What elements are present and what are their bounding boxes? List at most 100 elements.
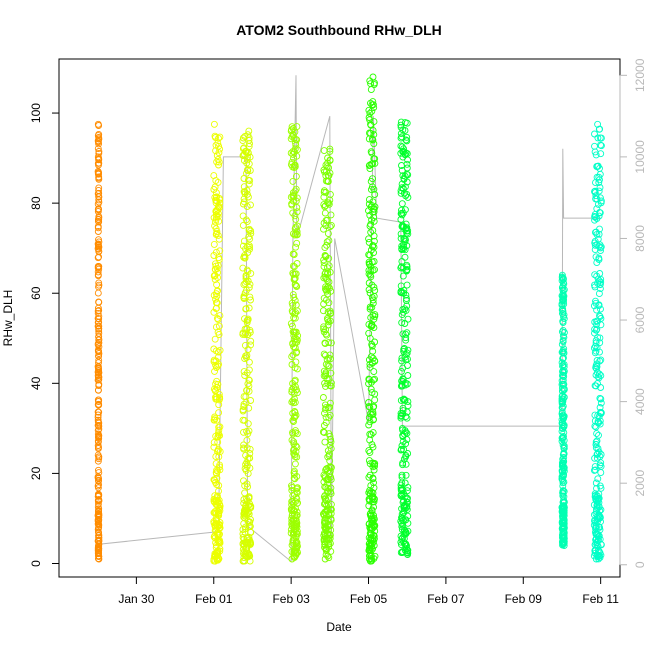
data-point bbox=[597, 278, 605, 286]
data-point bbox=[370, 555, 378, 563]
data-point bbox=[560, 458, 568, 465]
data-point bbox=[370, 466, 378, 474]
data-point bbox=[320, 219, 328, 227]
data-point bbox=[95, 516, 103, 524]
data-point bbox=[94, 451, 102, 459]
data-point bbox=[371, 312, 379, 320]
secondary-line-layer bbox=[97, 75, 601, 563]
series-9 bbox=[590, 120, 605, 563]
data-point bbox=[245, 233, 253, 241]
data-point bbox=[400, 345, 408, 352]
data-point bbox=[292, 282, 300, 290]
data-point bbox=[243, 436, 251, 444]
data-point bbox=[559, 513, 567, 521]
data-point bbox=[240, 441, 248, 449]
data-point bbox=[327, 355, 334, 363]
data-point bbox=[244, 430, 252, 438]
data-point bbox=[95, 369, 103, 377]
data-point bbox=[291, 212, 299, 220]
data-point bbox=[399, 376, 407, 383]
data-point bbox=[366, 305, 374, 313]
data-point bbox=[292, 448, 300, 456]
data-point bbox=[95, 253, 103, 261]
data-point bbox=[591, 187, 599, 195]
data-point bbox=[94, 216, 102, 223]
data-point bbox=[592, 299, 600, 307]
data-point bbox=[247, 337, 255, 345]
data-point bbox=[559, 502, 567, 510]
data-point bbox=[398, 289, 406, 297]
data-point bbox=[368, 359, 376, 367]
data-point bbox=[401, 183, 409, 191]
data-point bbox=[595, 242, 603, 250]
data-point bbox=[212, 460, 220, 468]
x-tick-label: Feb 03 bbox=[272, 592, 310, 606]
data-point bbox=[591, 213, 599, 221]
data-point bbox=[560, 380, 568, 388]
data-point bbox=[241, 416, 249, 424]
data-point bbox=[244, 420, 252, 428]
data-point bbox=[327, 382, 335, 390]
data-point bbox=[365, 473, 373, 481]
data-point bbox=[402, 413, 410, 421]
data-point bbox=[94, 376, 102, 384]
x-tick-label: Feb 09 bbox=[505, 592, 543, 606]
data-point bbox=[368, 216, 376, 224]
data-point bbox=[560, 471, 568, 479]
data-point bbox=[398, 473, 406, 481]
data-point bbox=[326, 470, 334, 478]
x-tick-label: Feb 11 bbox=[582, 592, 619, 606]
data-point bbox=[326, 457, 334, 465]
data-point bbox=[404, 227, 412, 235]
data-point bbox=[247, 230, 255, 237]
data-point bbox=[210, 356, 218, 364]
data-point bbox=[244, 534, 252, 542]
data-point bbox=[327, 379, 335, 387]
data-point bbox=[596, 194, 604, 202]
data-point bbox=[213, 474, 221, 482]
data-point bbox=[241, 289, 249, 297]
data-point bbox=[216, 504, 223, 512]
data-point bbox=[245, 284, 253, 291]
data-point bbox=[241, 465, 249, 472]
data-point bbox=[558, 328, 566, 336]
data-point bbox=[397, 121, 405, 129]
data-point bbox=[287, 505, 295, 513]
data-point bbox=[325, 199, 333, 207]
data-point bbox=[321, 520, 329, 528]
data-point bbox=[592, 253, 600, 261]
data-point bbox=[402, 471, 410, 479]
data-point bbox=[239, 152, 247, 160]
data-point bbox=[597, 469, 605, 477]
data-point bbox=[404, 402, 412, 410]
data-point bbox=[560, 449, 568, 457]
data-point bbox=[95, 155, 103, 162]
data-point bbox=[398, 354, 406, 362]
data-point bbox=[402, 530, 410, 538]
data-point bbox=[212, 323, 220, 331]
data-point bbox=[247, 516, 254, 523]
data-point bbox=[371, 396, 379, 404]
data-point bbox=[403, 160, 411, 168]
data-point bbox=[594, 200, 602, 208]
data-point bbox=[365, 489, 373, 497]
data-point bbox=[325, 554, 333, 562]
x-axis: Jan 30 Feb 01 Feb 03 Feb 05 Feb 07 Feb 09 Feb … bbox=[118, 576, 619, 606]
data-point bbox=[365, 421, 373, 429]
data-point bbox=[213, 281, 221, 289]
data-point bbox=[591, 349, 599, 357]
data-point bbox=[596, 513, 604, 521]
data-point bbox=[215, 322, 223, 330]
data-point bbox=[403, 190, 411, 198]
data-point bbox=[597, 356, 605, 364]
data-point bbox=[367, 353, 375, 361]
data-point bbox=[327, 436, 335, 443]
data-point bbox=[369, 296, 377, 304]
data-point bbox=[325, 262, 333, 270]
data-point bbox=[591, 519, 599, 527]
data-point bbox=[95, 376, 103, 383]
data-point bbox=[365, 279, 373, 287]
data-point bbox=[322, 283, 330, 291]
data-point bbox=[95, 148, 103, 155]
data-point bbox=[291, 187, 299, 195]
